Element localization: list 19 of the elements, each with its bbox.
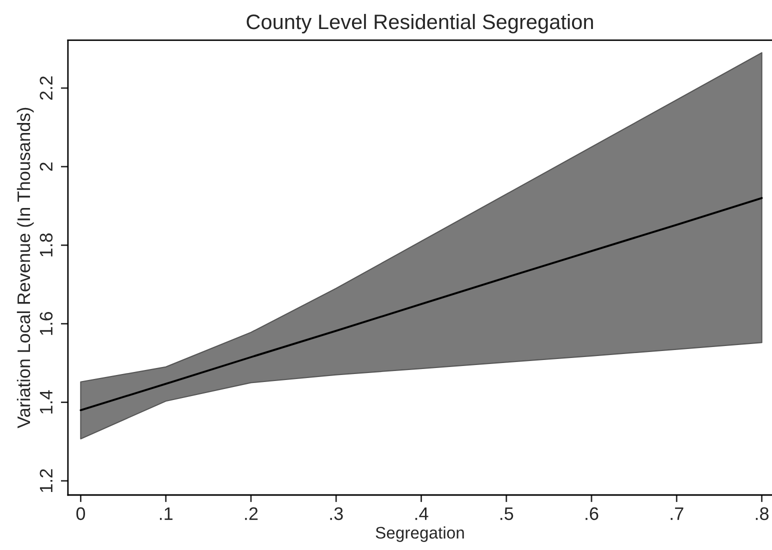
y-tick-label: 1.2 [40, 469, 52, 492]
x-tick-label: .4 [415, 507, 428, 520]
x-tick-label: .8 [756, 507, 769, 520]
chart-title: County Level Residential Segregation [246, 14, 593, 34]
x-tick-label: 0 [76, 507, 86, 520]
y-tick-label: 2.2 [40, 76, 52, 100]
x-tick-label: .1 [160, 507, 172, 520]
y-tick-label: 1.6 [40, 312, 53, 335]
y-tick-label: 1.4 [40, 390, 52, 414]
y-tick-label: 2 [40, 162, 52, 171]
x-tick-label: .7 [670, 507, 684, 520]
y-axis-title: Variation Local Revenue (In Thousands) [16, 108, 34, 428]
x-tick-label: .2 [245, 507, 258, 520]
x-tick-label: .3 [330, 507, 343, 520]
x-tick-label: .6 [586, 507, 598, 520]
y-tick-label: 1.8 [40, 233, 53, 256]
line-series [80, 197, 763, 412]
x-axis-title: Segregation [376, 526, 464, 542]
x-tick-label: .5 [500, 507, 514, 520]
